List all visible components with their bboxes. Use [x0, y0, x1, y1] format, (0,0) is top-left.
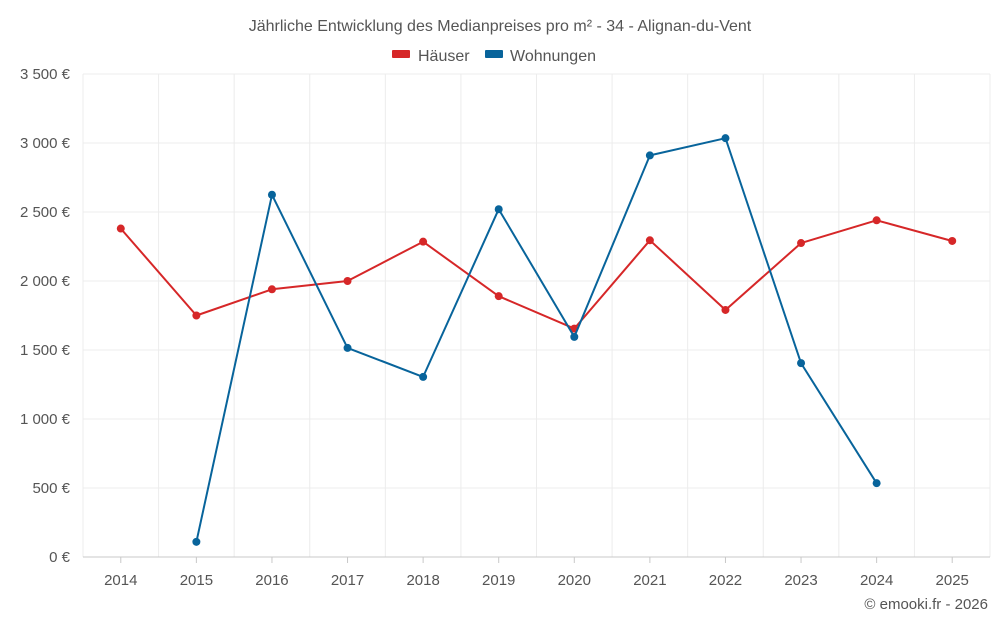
- data-point-haeuser[interactable]: [948, 236, 957, 245]
- legend-label-haeuser[interactable]: Häuser: [418, 48, 470, 65]
- legend-swatch-haeuser: [392, 50, 410, 58]
- y-tick-label: 2 000 €: [20, 273, 71, 290]
- data-point-haeuser[interactable]: [192, 311, 201, 320]
- data-point-wohnungen[interactable]: [419, 372, 428, 381]
- data-point-haeuser[interactable]: [721, 305, 730, 314]
- data-point-wohnungen[interactable]: [192, 537, 201, 546]
- y-tick-label: 1 500 €: [20, 342, 71, 359]
- x-tick-label: 2024: [860, 572, 893, 589]
- series-layer: [116, 134, 957, 546]
- data-point-haeuser[interactable]: [872, 216, 881, 225]
- data-point-haeuser[interactable]: [419, 237, 428, 246]
- y-tick-label: 500 €: [32, 480, 70, 497]
- x-tick-label: 2014: [104, 572, 137, 589]
- x-tick-label: 2016: [255, 572, 288, 589]
- x-tick-label: 2021: [633, 572, 666, 589]
- data-point-haeuser[interactable]: [645, 236, 654, 245]
- series-haeuser: [116, 216, 957, 333]
- x-tick-label: 2018: [406, 572, 439, 589]
- legend-swatch-wohnungen: [485, 50, 503, 58]
- y-axis-ticks: 0 € 500 € 1 000 € 1 500 € 2 000 € 2 500 € 3 00…: [20, 66, 71, 566]
- data-point-wohnungen[interactable]: [343, 343, 352, 352]
- series-line-haeuser: [120, 219, 953, 330]
- y-tick-label: 2 500 €: [20, 204, 71, 221]
- grid: [82, 73, 991, 557]
- x-tick-label: 2019: [482, 572, 515, 589]
- data-point-haeuser[interactable]: [343, 277, 352, 285]
- data-point-wohnungen[interactable]: [721, 134, 730, 143]
- data-point-wohnungen[interactable]: [267, 190, 276, 199]
- x-tick-label: 2015: [180, 572, 213, 589]
- data-point-haeuser[interactable]: [494, 292, 503, 301]
- data-point-haeuser[interactable]: [797, 239, 806, 248]
- data-point-haeuser[interactable]: [267, 285, 276, 294]
- x-tick-label: 2022: [709, 572, 742, 589]
- data-point-wohnungen[interactable]: [570, 332, 579, 341]
- y-tick-label: 1 000 €: [20, 411, 71, 428]
- x-tick-label: 2025: [936, 572, 969, 589]
- x-tick-label: 2017: [331, 572, 364, 589]
- y-tick-label: 3 000 €: [20, 135, 71, 152]
- chart-title: Jährliche Entwicklung des Medianpreises …: [249, 18, 752, 35]
- data-point-wohnungen[interactable]: [494, 205, 503, 214]
- x-tick-label: 2023: [784, 572, 817, 589]
- legend: Häuser Wohnungen: [392, 48, 596, 65]
- data-point-wohnungen[interactable]: [645, 151, 654, 160]
- series-line-wohnungen: [195, 137, 878, 543]
- x-tick-label: 2020: [558, 572, 591, 589]
- data-point-haeuser[interactable]: [116, 224, 125, 233]
- series-wohnungen: [192, 134, 881, 546]
- y-tick-label: 0 €: [49, 549, 71, 566]
- data-point-wohnungen[interactable]: [872, 479, 881, 488]
- data-point-wohnungen[interactable]: [797, 359, 806, 368]
- credit-text: © emooki.fr - 2026: [864, 596, 988, 613]
- legend-label-wohnungen[interactable]: Wohnungen: [510, 48, 596, 65]
- x-axis-ticks: 2014 2015 2016 2017 2018 2019 2020 2021 2022 2023…: [104, 557, 969, 589]
- y-tick-label: 3 500 €: [20, 66, 71, 83]
